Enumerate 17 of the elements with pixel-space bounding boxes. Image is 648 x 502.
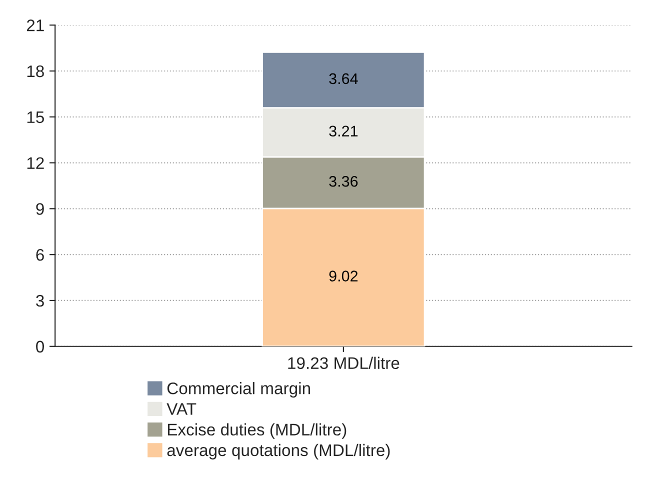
y-tick-label: 6 <box>36 248 44 261</box>
legend-label: VAT <box>166 403 196 415</box>
y-tick-label: 0 <box>36 340 44 353</box>
legend-label: Excise duties (MDL/litre) <box>168 423 346 439</box>
data-label: 3.64 <box>329 73 358 84</box>
y-tick-label: 18 <box>27 65 44 78</box>
legend-label: Commercial margin <box>167 382 310 398</box>
y-tick-label: 12 <box>27 157 44 169</box>
x-tick-label: 19.23 MDL/litre <box>288 356 400 370</box>
data-label: 9.02 <box>329 270 358 282</box>
y-tick-label: 21 <box>26 20 44 32</box>
y-tick-label: 15 <box>27 111 44 124</box>
y-tick-label: 9 <box>36 203 44 215</box>
data-label: 3.36 <box>329 176 358 187</box>
data-label: 3.21 <box>329 126 358 137</box>
y-tick-label: 3 <box>36 294 44 307</box>
legend-label: average quotations (MDL/litre) <box>167 444 390 460</box>
